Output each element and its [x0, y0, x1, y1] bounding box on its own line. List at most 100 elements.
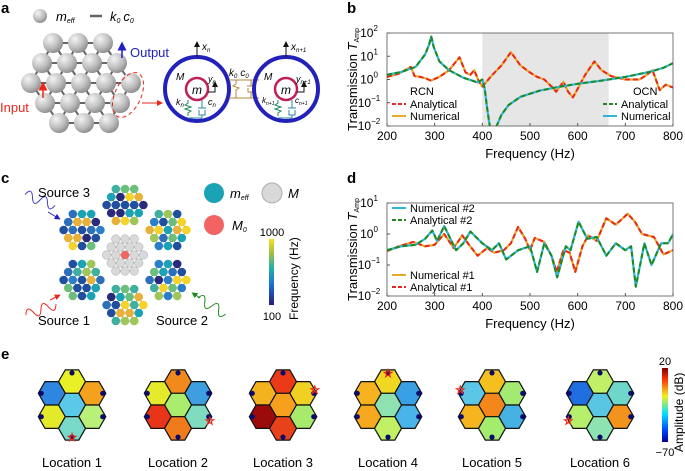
boundary-dot	[597, 370, 603, 376]
lattice-sphere	[99, 113, 119, 133]
panel-label-a: a	[1, 0, 10, 17]
boundary-dot	[311, 390, 317, 396]
mass-meff-dot	[125, 208, 134, 218]
mass-meff-dot	[77, 225, 87, 235]
coupling-k0-c0: k0 c0	[229, 68, 259, 99]
c-n-sub: n	[213, 103, 217, 109]
mass-meff-dot	[129, 284, 139, 294]
mass-meff-dot	[182, 275, 191, 285]
x-tick-label: 400	[472, 299, 492, 313]
x-n1-sub: n+1	[296, 48, 306, 54]
svg-text:meff: meff	[56, 9, 76, 25]
x-tick-label: 700	[615, 129, 635, 143]
sphere-lattice	[21, 33, 141, 133]
mass-meff-dot	[154, 259, 164, 269]
panel-e-amplitude-maps: ☆ Location 1 ☆ Location 2 ☆ Location 3 ☆ Locati…	[37, 368, 635, 470]
boundary-dot	[100, 390, 106, 396]
boundary-dot	[280, 370, 286, 376]
mass-M-dot	[120, 250, 130, 260]
mass-meff-dot	[77, 209, 87, 219]
mass-M-dot	[115, 242, 125, 252]
legend-entry: Analytical	[410, 99, 457, 111]
mass-meff-dot	[145, 225, 154, 235]
lattice-sphere	[60, 93, 80, 113]
k-n1-label: k	[262, 96, 267, 105]
mass-meff-dot	[96, 225, 105, 235]
mass-meff-dot	[154, 209, 164, 219]
mass-meff-dot	[120, 316, 130, 326]
series-#2-analytical-line	[387, 220, 673, 288]
mass-meff-dot	[73, 217, 82, 227]
frequency-colorbar	[269, 239, 274, 305]
legend-title: RCN	[410, 86, 434, 98]
y-tick-label: 100	[360, 225, 378, 241]
k-n1-sub: n+1	[266, 101, 275, 107]
series-OCN-analytical-line	[387, 35, 673, 126]
resonator-cluster	[145, 209, 191, 251]
panel-label-b: b	[347, 0, 356, 17]
mass-meff-dot	[149, 267, 159, 277]
mass-meff-dot	[125, 308, 134, 318]
legend-c0-sub: 0	[130, 18, 134, 25]
lattice-sphere	[82, 53, 102, 73]
boundary-dot	[628, 390, 634, 396]
mass-meff-dot	[145, 275, 154, 285]
boundary-dot	[144, 390, 150, 396]
mass-meff-dot	[111, 284, 121, 294]
mass-meff-dot	[172, 225, 182, 235]
unit-cell-n: m M xn yn kn cn	[163, 41, 231, 123]
mass-meff-dot	[73, 283, 82, 293]
boundary-dot	[249, 414, 255, 420]
mass-meff-dot	[134, 208, 144, 218]
mass-meff-dot	[120, 184, 130, 194]
cell-hexagon	[585, 416, 615, 441]
mass-meff-dot	[86, 291, 96, 301]
excitation-star-icon: ☆	[563, 416, 573, 428]
location-label: Location 6	[570, 455, 630, 470]
boundary-dot	[458, 414, 464, 420]
mass-meff-dot	[116, 192, 125, 202]
location-label: Location 2	[148, 455, 208, 470]
amplitude-map-location-6: ☆ Location 6	[563, 369, 635, 470]
mass-M-dot	[102, 250, 112, 260]
mass-meff-dot	[91, 267, 101, 277]
panel-label-d: d	[347, 170, 356, 187]
mass-meff-dot	[68, 209, 78, 219]
mass-meff-dot	[111, 316, 121, 326]
unit-cell-n-plus-1: m M xn+1 yn+1 kn+1 cn+1	[252, 41, 320, 123]
cell-hexagon	[163, 416, 193, 441]
mass-meff-dot	[63, 267, 73, 277]
mass-meff-dot	[120, 216, 130, 226]
mass-meff-dot	[68, 241, 78, 251]
mass-meff-dot	[163, 225, 173, 235]
mass-meff-dot	[139, 300, 148, 310]
mass-meff-dot	[129, 316, 139, 326]
k0-sub: 0	[234, 74, 238, 80]
mass-meff-dot	[159, 283, 168, 293]
mass-meff-dot	[134, 192, 144, 202]
mass-meff-dot	[116, 292, 125, 302]
mass-meff-dot	[172, 209, 182, 219]
x-tick-label: 200	[377, 129, 397, 143]
mass-M-dot	[138, 250, 148, 260]
amplitude-map-location-5: ☆ Location 5	[455, 369, 527, 470]
output-label: Output	[130, 45, 169, 60]
boundary-dot	[280, 434, 286, 440]
mass-meff-dot	[111, 216, 121, 226]
outer-mass-label: M	[176, 72, 185, 83]
amplitude-colorbar-group: 20 −70 Amplitude (dB)	[656, 356, 685, 459]
legend-M-label: M	[288, 186, 299, 201]
mass-meff-dot	[163, 209, 173, 219]
boundary-dot	[566, 390, 572, 396]
mass-meff-dot	[159, 217, 168, 227]
svg-text:xn: xn	[201, 42, 211, 54]
legend-title: OCN	[633, 86, 658, 98]
outer-mass-label-2: M	[264, 72, 273, 83]
mass-M-dot	[111, 234, 121, 244]
boundary-dot	[206, 390, 212, 396]
y-n-label: y	[207, 74, 213, 84]
source-1-label: Source 1	[38, 313, 90, 328]
mass-M-dot	[134, 242, 144, 252]
mass-meff-dot	[111, 300, 121, 310]
